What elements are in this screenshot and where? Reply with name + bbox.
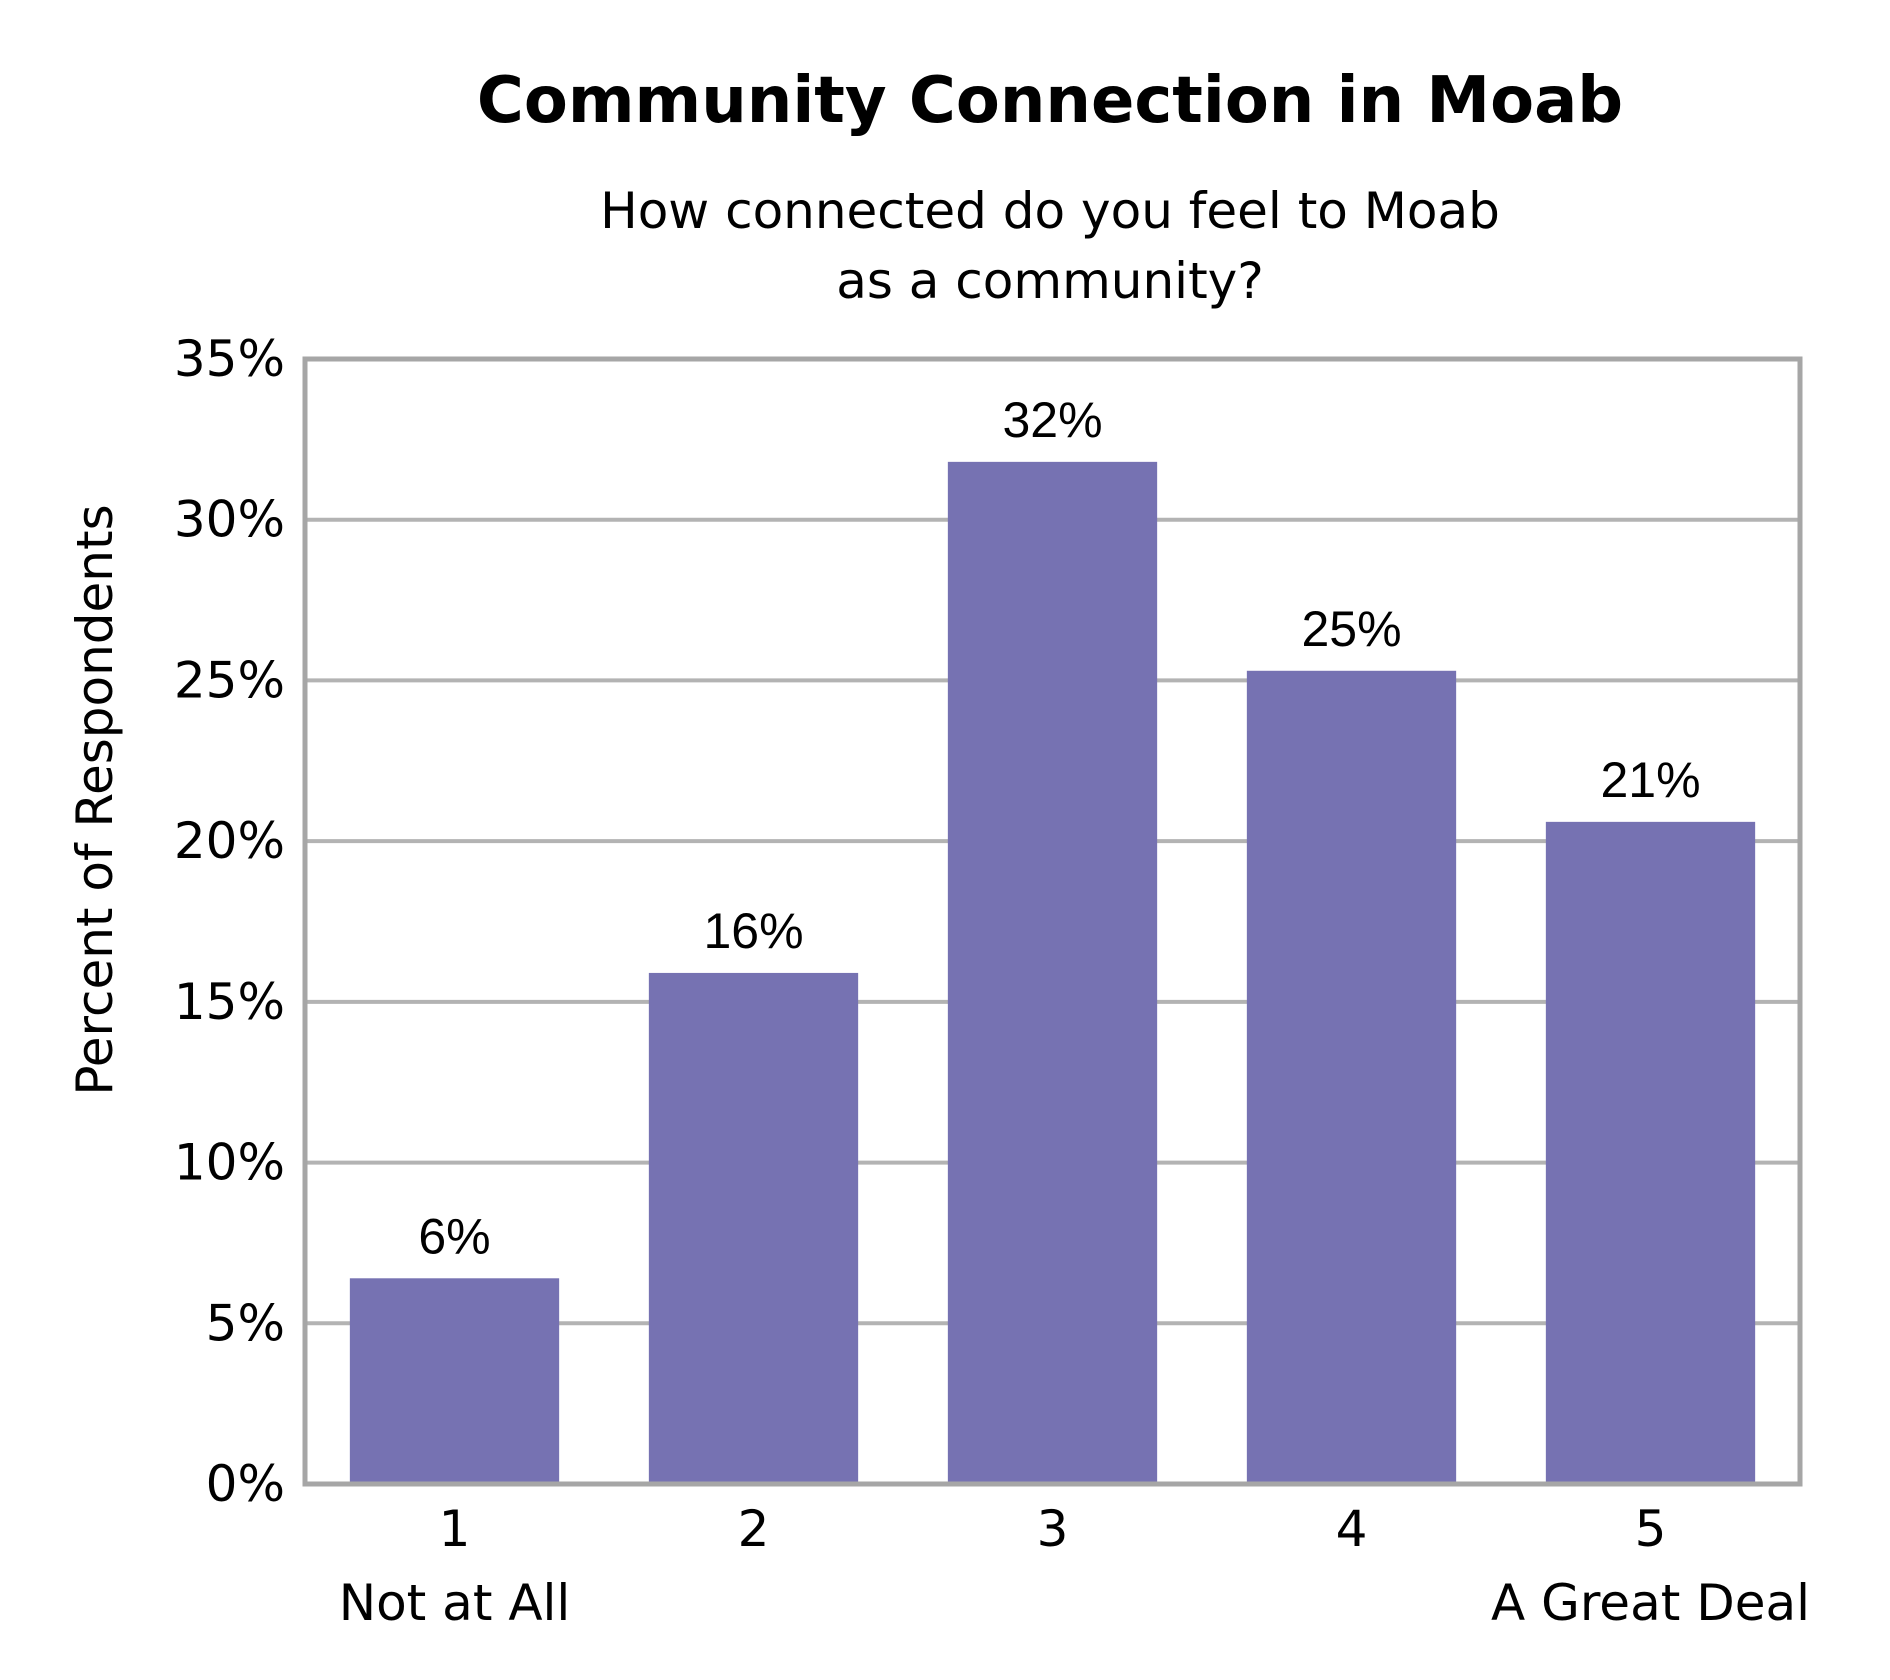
chart-subtitle-line-2: as a community? bbox=[836, 252, 1264, 310]
data-label: 32% bbox=[1002, 392, 1102, 448]
chart-subtitle-line-1: How connected do you feel to Moab bbox=[600, 182, 1500, 240]
bar bbox=[1545, 821, 1756, 1484]
chart-title: Community Connection in Moab bbox=[477, 64, 1623, 138]
bars bbox=[349, 461, 1756, 1484]
x-axis-ticks: 1 Not at All 2 3 4 5 A Great Deal bbox=[339, 1500, 1810, 1632]
data-label: 21% bbox=[1600, 752, 1700, 808]
x-tick-label: 4 bbox=[1336, 1500, 1368, 1558]
y-tick-label: 10% bbox=[174, 1134, 285, 1192]
data-label: 6% bbox=[418, 1208, 490, 1264]
data-label: 16% bbox=[703, 903, 803, 959]
y-axis-ticks: 0% 5% 10% 15% 20% 25% 30% 35% bbox=[174, 330, 285, 1513]
bar bbox=[947, 461, 1158, 1484]
data-labels: 6% 16% 32% 25% 21% bbox=[418, 392, 1700, 1264]
x-tick-sublabel: A Great Deal bbox=[1491, 1574, 1810, 1632]
y-tick-label: 25% bbox=[174, 651, 285, 709]
bar bbox=[648, 972, 859, 1484]
bar bbox=[1246, 670, 1457, 1484]
bar bbox=[349, 1278, 560, 1484]
x-tick-label: 3 bbox=[1037, 1500, 1069, 1558]
y-axis-label: Percent of Respondents bbox=[66, 504, 124, 1095]
y-tick-label: 5% bbox=[206, 1294, 285, 1352]
y-tick-label: 20% bbox=[174, 812, 285, 870]
y-tick-label: 30% bbox=[174, 491, 285, 549]
y-tick-label: 0% bbox=[206, 1455, 285, 1513]
plot-frame bbox=[302, 356, 1803, 1487]
x-tick-sublabel: Not at All bbox=[339, 1574, 571, 1632]
y-tick-label: 15% bbox=[174, 973, 285, 1031]
y-tick-label: 35% bbox=[174, 330, 285, 388]
data-label: 25% bbox=[1301, 601, 1401, 657]
x-tick-label: 1 bbox=[439, 1500, 471, 1558]
x-tick-label: 2 bbox=[738, 1500, 770, 1558]
x-tick-label: 5 bbox=[1635, 1500, 1667, 1558]
